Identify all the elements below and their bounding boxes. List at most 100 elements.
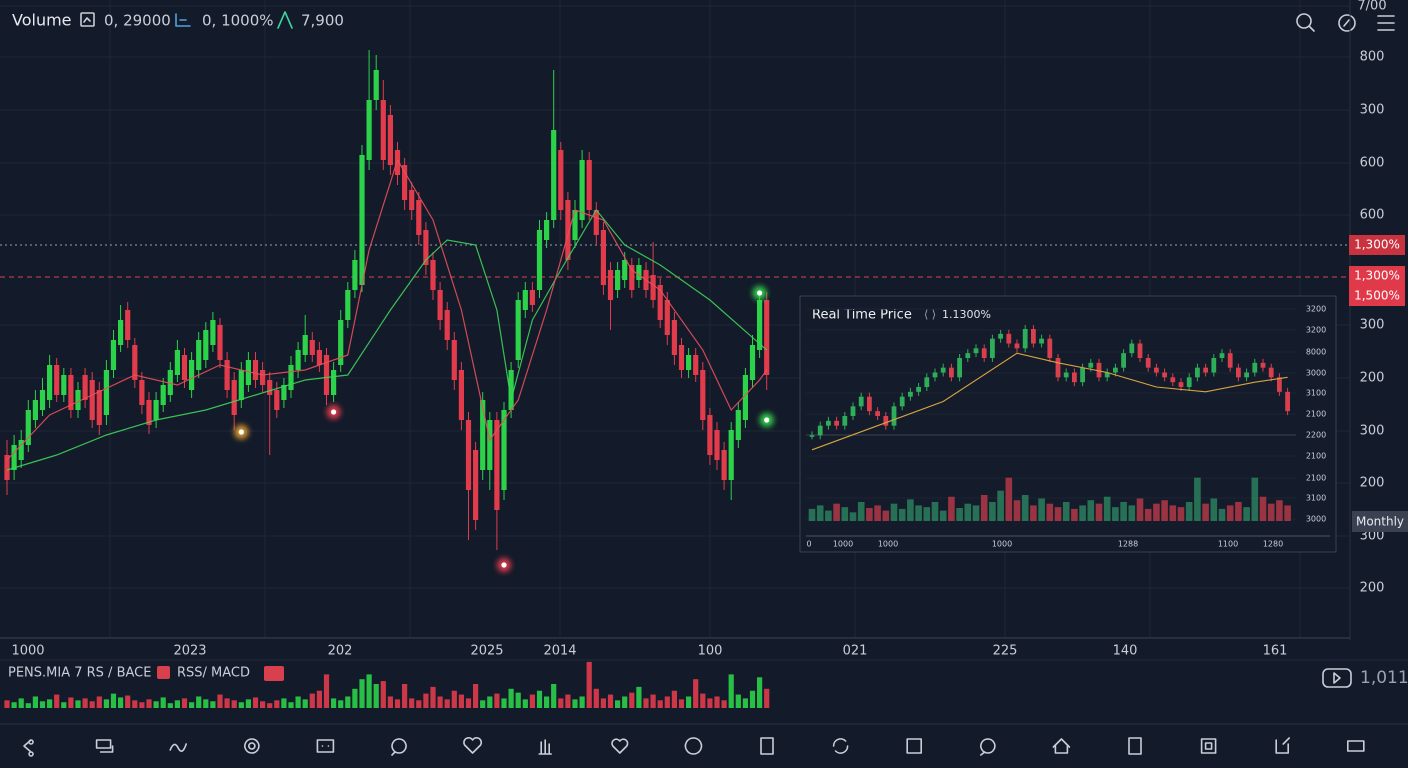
volume-bar — [700, 693, 706, 708]
candle-body — [118, 320, 124, 345]
toolbar-icon[interactable] — [1200, 738, 1217, 754]
inset-volume-bar — [866, 508, 873, 521]
toolbar-button[interactable] — [1052, 738, 1071, 754]
indicator-label[interactable]: PENS.MIA 7 RS / BACE — [8, 666, 151, 681]
inset-candle — [850, 406, 856, 416]
toolbar-icon[interactable] — [979, 738, 996, 756]
stat-icon — [277, 11, 293, 29]
moving-average — [6, 158, 768, 461]
toolbar-button[interactable] — [538, 739, 553, 755]
inset-volume-bar — [1194, 477, 1201, 521]
toolbar-icon[interactable] — [760, 737, 774, 755]
toolbar-button[interactable] — [979, 738, 996, 756]
toolbar-button[interactable] — [23, 739, 34, 757]
inset-candle — [1227, 353, 1233, 368]
volume-bar — [295, 696, 301, 708]
toolbar-icon[interactable] — [538, 739, 553, 755]
play-icon[interactable] — [1322, 668, 1352, 688]
toolbar-icon[interactable] — [906, 738, 923, 754]
toolbar-icon[interactable] — [1128, 737, 1142, 755]
toolbar-icon[interactable] — [244, 738, 260, 754]
indicator-icon[interactable] — [264, 666, 284, 681]
toolbar-icon[interactable] — [832, 738, 849, 754]
inset-moving-average — [811, 352, 1288, 451]
candle-body — [458, 370, 464, 420]
indicator-label[interactable]: RSS/ MACD — [177, 666, 250, 681]
inset-candle — [1137, 343, 1143, 358]
volume-bar — [508, 688, 514, 708]
toolbar-icon[interactable] — [169, 743, 187, 752]
toolbar-button[interactable] — [463, 736, 483, 754]
candle-body — [494, 420, 500, 510]
toolbar-button[interactable] — [244, 738, 260, 754]
search-button[interactable] — [1296, 13, 1315, 32]
inset-volume-bar — [915, 505, 922, 521]
candle-body — [32, 400, 38, 420]
inset-candle — [1178, 382, 1184, 387]
toolbar-button[interactable] — [95, 739, 114, 753]
candle-body — [47, 365, 53, 400]
volume-bar — [110, 693, 117, 708]
toolbar-button[interactable] — [316, 739, 335, 753]
volume-bar — [54, 694, 60, 708]
toolbar-button[interactable] — [1200, 738, 1217, 754]
toolbar-button[interactable] — [832, 738, 849, 754]
candle-body — [629, 265, 635, 290]
toolbar-button[interactable] — [906, 738, 923, 754]
toolbar-button[interactable] — [1128, 737, 1142, 755]
price-badge — [1349, 286, 1405, 306]
signal-dot — [331, 409, 337, 415]
volume-bar — [593, 688, 599, 708]
indicator-icon — [157, 666, 170, 679]
inset-volume-bar — [1177, 507, 1185, 521]
candle-body — [132, 345, 138, 380]
volume-bar — [558, 698, 564, 708]
toolbar-button[interactable] — [391, 738, 407, 756]
timeframe-badge[interactable] — [1352, 511, 1408, 532]
timeframe-label[interactable]: Monthly — [1356, 515, 1404, 529]
toolbar-button[interactable] — [1275, 737, 1290, 754]
candle-body — [309, 340, 315, 355]
inset-volume-bar — [1054, 507, 1062, 521]
x-axis-label: 202 — [328, 644, 353, 659]
toolbar-icon[interactable] — [23, 739, 34, 757]
toolbar-icon[interactable] — [611, 738, 629, 754]
toolbar-button[interactable] — [611, 738, 629, 754]
toolbar-button[interactable] — [1347, 740, 1365, 752]
candle-body — [352, 260, 358, 290]
toolbar-icon[interactable] — [684, 737, 703, 755]
volume-bar — [338, 700, 344, 708]
y-axis-label: 600 — [1360, 208, 1385, 223]
toolbar-icon[interactable] — [391, 738, 407, 756]
inset-chart: 3200 3200 8000 3000 3100 2100 2200 2100 2100 3100… — [806, 305, 1326, 549]
toolbar-icon[interactable] — [1347, 740, 1365, 752]
candle-body — [82, 375, 88, 400]
candle-body — [167, 370, 173, 395]
volume-bar — [18, 698, 24, 708]
toolbar-icon[interactable] — [316, 739, 335, 753]
volume-bar — [167, 703, 173, 708]
candle-body — [359, 155, 365, 285]
menu-button[interactable] — [1377, 15, 1395, 31]
inset-candle — [1039, 338, 1044, 344]
volume-bar — [224, 698, 230, 708]
volume-bar — [323, 674, 330, 708]
x-axis-label: 021 — [843, 644, 868, 659]
volume-bar — [245, 699, 251, 708]
volume-bar — [82, 698, 88, 708]
inset-volume-bar — [1071, 508, 1078, 521]
toolbar-button[interactable] — [169, 743, 187, 752]
toolbar-button[interactable] — [684, 737, 703, 755]
toolbar-icon[interactable] — [1052, 738, 1071, 754]
volume-bar — [515, 692, 521, 708]
toolbar-button[interactable] — [760, 737, 774, 755]
toolbar-icon[interactable] — [463, 736, 483, 754]
toolbar-icon[interactable] — [1275, 737, 1290, 754]
candle-body — [686, 355, 692, 370]
inset-candle — [1113, 367, 1118, 373]
inset-y-label: 3200 — [1306, 305, 1326, 314]
compass-button[interactable] — [1338, 14, 1356, 32]
inset-volume-bar — [1079, 505, 1086, 521]
toolbar-icon[interactable] — [95, 739, 114, 753]
